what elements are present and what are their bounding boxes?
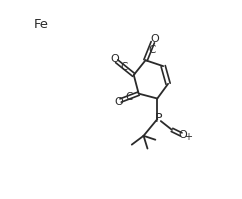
Text: O: O [110, 54, 119, 64]
Text: Fe: Fe [34, 19, 49, 31]
Text: C: C [149, 45, 156, 55]
Text: O: O [178, 130, 187, 140]
Text: C: C [120, 62, 128, 72]
Text: O: O [151, 34, 159, 44]
Text: C: C [125, 92, 133, 102]
Text: +: + [184, 132, 192, 142]
Text: O: O [114, 97, 123, 107]
Text: P: P [155, 112, 162, 125]
